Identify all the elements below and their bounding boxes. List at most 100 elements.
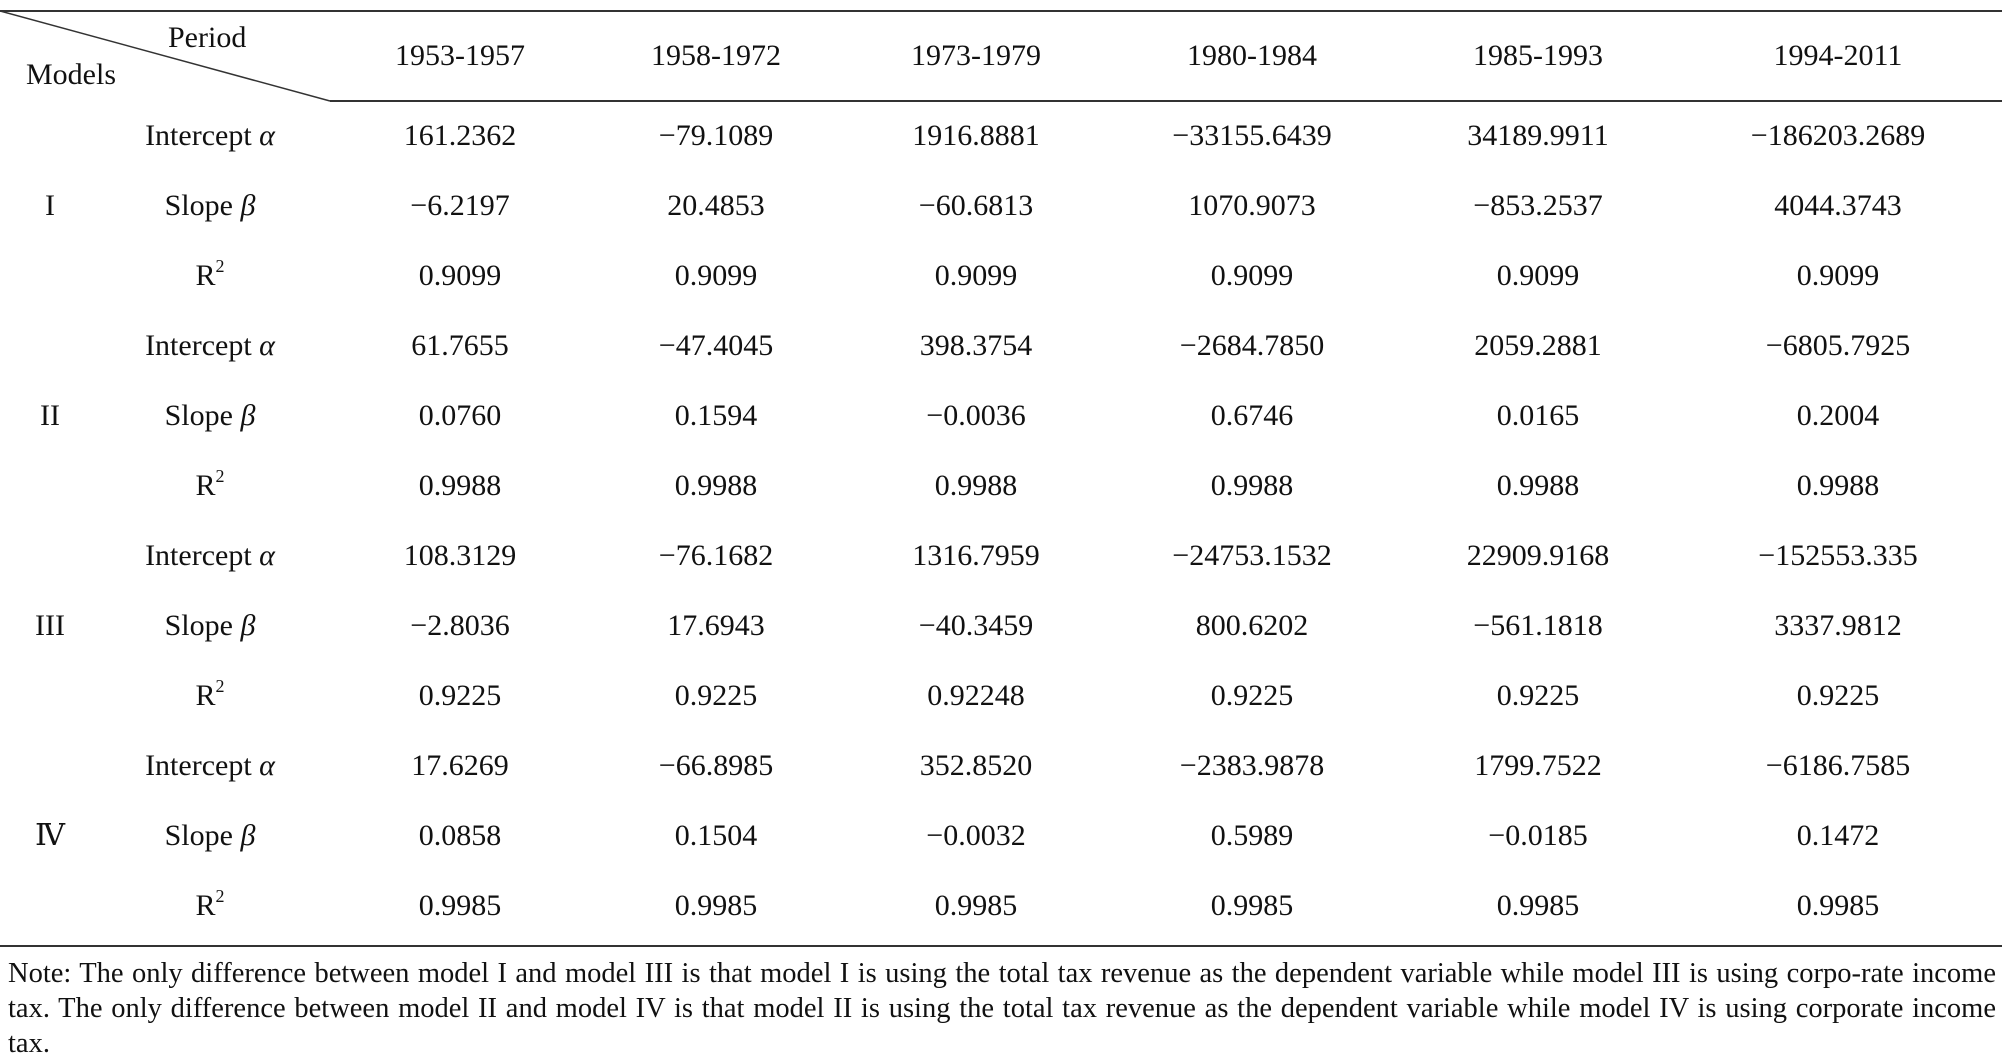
- r-squared-label: R: [195, 469, 216, 502]
- table-cell: −24753.1532: [1172, 539, 1332, 572]
- table-cell: 22909.9168: [1466, 539, 1610, 572]
- intercept-symbol: α: [259, 119, 275, 152]
- period-header: 1994-2011: [1773, 39, 1903, 72]
- table-cell: 0.9988: [1796, 469, 1880, 502]
- table-cell: 0.9988: [674, 469, 758, 502]
- period-header: 1953-1957: [395, 39, 525, 72]
- model-label: II: [40, 399, 60, 432]
- table-cell: 0.9225: [1496, 679, 1580, 712]
- parameter-label: Slope β: [165, 818, 256, 854]
- table-cell: −0.0185: [1488, 819, 1588, 852]
- period-header: 1973-1979: [911, 39, 1041, 72]
- table-cell: 0.9099: [674, 259, 758, 292]
- intercept-word: Intercept: [145, 119, 252, 152]
- table-cell: −2684.7850: [1179, 329, 1325, 362]
- period-header: 1980-1984: [1187, 39, 1317, 72]
- intercept-symbol: α: [259, 749, 275, 782]
- table-cell: −47.4045: [658, 329, 774, 362]
- superscript-2: 2: [215, 886, 225, 906]
- header-rule: [330, 100, 2002, 102]
- table-cell: −853.2537: [1473, 189, 1603, 222]
- table-bottom-rule: [0, 945, 2002, 947]
- table-cell: 0.9985: [1496, 889, 1580, 922]
- r-squared-label: R: [195, 679, 216, 712]
- table-cell: 1070.9073: [1188, 189, 1316, 222]
- table-cell: −6.2197: [410, 189, 510, 222]
- model-label: I: [45, 189, 55, 222]
- table-cell: 0.0165: [1496, 399, 1580, 432]
- parameter-label: R2: [195, 886, 225, 924]
- table-cell: 61.7655: [411, 329, 509, 362]
- parameter-label: R2: [195, 466, 225, 504]
- corner-period-label: Period: [168, 21, 247, 54]
- table-cell: 3337.9812: [1774, 609, 1902, 642]
- table-cell: 1799.7522: [1474, 749, 1602, 782]
- table-cell: −33155.6439: [1172, 119, 1332, 152]
- table-cell: −0.0032: [926, 819, 1026, 852]
- table-cell: 0.9985: [1210, 889, 1294, 922]
- model-label: Ⅳ: [35, 819, 65, 852]
- slope-symbol: β: [240, 189, 256, 222]
- table-cell: 0.9099: [934, 259, 1018, 292]
- table-cell: 0.1594: [674, 399, 758, 432]
- slope-word: Slope: [164, 819, 233, 852]
- table-cell: 0.5989: [1210, 819, 1294, 852]
- parameter-label: R2: [195, 676, 225, 714]
- table-cell: 0.9985: [1796, 889, 1880, 922]
- parameter-label: Intercept α: [145, 538, 275, 574]
- table-cell: 0.2004: [1796, 399, 1880, 432]
- table-cell: 1316.7959: [912, 539, 1040, 572]
- table-cell: 0.9099: [1210, 259, 1294, 292]
- slope-symbol: β: [240, 819, 256, 852]
- table-cell: 2059.2881: [1474, 329, 1602, 362]
- table-cell: 0.1472: [1796, 819, 1880, 852]
- table-cell: 0.9099: [1796, 259, 1880, 292]
- table-cell: −2.8036: [410, 609, 510, 642]
- parameter-label: Slope β: [165, 608, 256, 644]
- superscript-2: 2: [215, 466, 225, 486]
- superscript-2: 2: [215, 256, 225, 276]
- parameter-label: Intercept α: [145, 328, 275, 364]
- table-cell: 108.3129: [403, 539, 517, 572]
- table-cell: 0.9988: [934, 469, 1018, 502]
- intercept-symbol: α: [259, 539, 275, 572]
- superscript-2: 2: [215, 676, 225, 696]
- table-cell: −66.8985: [658, 749, 774, 782]
- table-cell: 800.6202: [1195, 609, 1309, 642]
- table-cell: 0.0760: [418, 399, 502, 432]
- table-cell: −6805.7925: [1765, 329, 1911, 362]
- table-cell: 398.3754: [919, 329, 1033, 362]
- table-cell: −79.1089: [658, 119, 774, 152]
- table-cell: 0.9225: [1210, 679, 1294, 712]
- intercept-word: Intercept: [145, 749, 252, 782]
- parameter-label: R2: [195, 256, 225, 294]
- period-header: 1958-1972: [651, 39, 781, 72]
- table-cell: −2383.9878: [1179, 749, 1325, 782]
- table-cell: 17.6943: [667, 609, 765, 642]
- parameter-label: Slope β: [165, 188, 256, 224]
- table-cell: 0.9225: [674, 679, 758, 712]
- r-squared-label: R: [195, 259, 216, 292]
- table-cell: 352.8520: [919, 749, 1033, 782]
- period-header: 1985-1993: [1473, 39, 1603, 72]
- model-label: III: [35, 609, 65, 642]
- table-cell: 0.9988: [1496, 469, 1580, 502]
- r-squared-label: R: [195, 889, 216, 922]
- table-cell: 20.4853: [667, 189, 765, 222]
- intercept-symbol: α: [259, 329, 275, 362]
- table-cell: −0.0036: [926, 399, 1026, 432]
- table-top-rule: [0, 10, 2002, 12]
- table-cell: −561.1818: [1473, 609, 1603, 642]
- table-cell: 161.2362: [403, 119, 517, 152]
- table-cell: 0.6746: [1210, 399, 1294, 432]
- slope-word: Slope: [164, 399, 233, 432]
- table-cell: 34189.9911: [1467, 119, 1609, 152]
- table-cell: 0.1504: [674, 819, 758, 852]
- table-cell: 0.9988: [418, 469, 502, 502]
- table-cell: −60.6813: [918, 189, 1034, 222]
- corner-diagonal-line: [0, 10, 331, 102]
- table-cell: 0.92248: [927, 679, 1025, 712]
- table-cell: 1916.8881: [912, 119, 1040, 152]
- table-cell: 17.6269: [411, 749, 509, 782]
- table-cell: −40.3459: [918, 609, 1034, 642]
